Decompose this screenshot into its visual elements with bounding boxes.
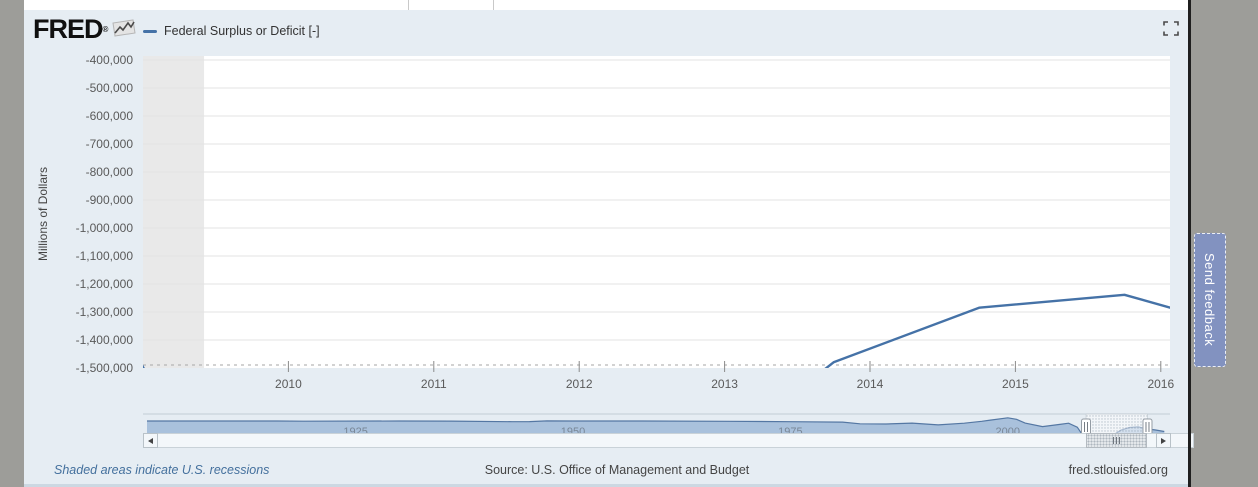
y-tick-label: -800,000	[86, 165, 134, 179]
browser-top-strip	[24, 0, 1188, 10]
y-tick-label: -600,000	[86, 109, 134, 123]
y-tick-label: -400,000	[86, 53, 134, 67]
recession-note-link[interactable]: Shaded areas indicate U.S. recessions	[54, 463, 270, 477]
source-text: Source: U.S. Office of Management and Bu…	[484, 463, 750, 477]
legend-line-swatch	[143, 29, 157, 33]
fred-logo-chart-icon	[112, 19, 136, 37]
window-border	[1188, 0, 1191, 487]
chart-footer: Shaded areas indicate U.S. recessions So…	[24, 459, 1188, 481]
y-axis-title: Millions of Dollars	[36, 167, 50, 261]
y-tick-label: -500,000	[86, 81, 134, 95]
x-tick-label: 2015	[1002, 377, 1029, 391]
main-chart[interactable]: -400,000 -500,000 -600,000 -700,000 -800,000…	[24, 50, 1188, 400]
x-tick-label: 2013	[711, 377, 738, 391]
top-strip-divider	[408, 0, 409, 10]
x-tick-label: 2016	[1147, 377, 1174, 391]
y-tick-label: -1,000,000	[76, 221, 134, 235]
expand-fullscreen-icon[interactable]	[1163, 21, 1179, 36]
right-triangle-icon	[1161, 437, 1166, 444]
widget-bottom-edge	[24, 484, 1188, 487]
scrollbar-track[interactable]	[143, 433, 1194, 448]
y-tick-label: -900,000	[86, 193, 134, 207]
x-tick-label: 2010	[275, 377, 302, 391]
y-tick-label: -1,200,000	[76, 277, 134, 291]
chart-legend: Federal Surplus or Deficit [-]	[143, 22, 320, 40]
left-triangle-icon	[148, 437, 153, 444]
y-tick-label: -1,500,000	[76, 361, 134, 375]
fred-graph-widget: FRED® Federal Surplus or Deficit [-] -40…	[24, 10, 1194, 487]
scrollbar-thumb[interactable]	[1086, 433, 1147, 448]
plot-area[interactable]	[143, 56, 1170, 368]
fred-logo-text: FRED	[33, 14, 103, 44]
y-tick-label: -1,100,000	[76, 249, 134, 263]
scrollbar-right-arrow-icon[interactable]	[1156, 433, 1171, 448]
y-tick-label: -1,400,000	[76, 333, 134, 347]
x-tick-label: 2012	[566, 377, 593, 391]
x-tick-label: 2011	[421, 377, 447, 391]
fred-logo-trademark: ®	[102, 25, 109, 34]
send-feedback-button[interactable]: Send feedback	[1194, 233, 1226, 367]
x-tick-label: 2014	[857, 377, 884, 391]
deficit-line-series[interactable]	[107, 293, 1188, 400]
legend-label: Federal Surplus or Deficit [-]	[164, 24, 320, 38]
top-strip-divider	[493, 0, 494, 10]
y-tick-label: -1,300,000	[76, 305, 134, 319]
scrollbar-left-arrow-icon[interactable]	[143, 433, 158, 448]
y-tick-label: -700,000	[86, 137, 134, 151]
fred-logo[interactable]: FRED®	[33, 14, 109, 45]
fred-site-link[interactable]: fred.stlouisfed.org	[1068, 463, 1168, 477]
recession-band	[143, 56, 205, 368]
